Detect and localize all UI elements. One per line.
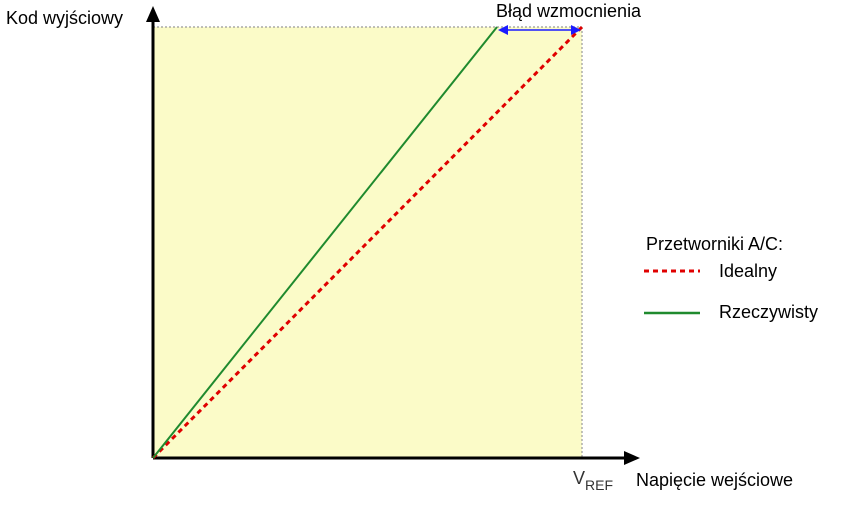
vref-main: V xyxy=(573,468,586,488)
legend-title: Przetworniki A/C: xyxy=(646,234,784,254)
x-axis-label: Napięcie wejściowe xyxy=(636,470,794,490)
vref-label: VREF xyxy=(573,468,613,493)
y-axis-label: Kod wyjściowy xyxy=(6,8,124,28)
vref-subscript: REF xyxy=(585,477,614,493)
y-axis-arrow-icon xyxy=(146,6,160,22)
legend-item-ideal: Idealny xyxy=(719,261,778,281)
real-transfer-line xyxy=(152,26,498,459)
ideal-transfer-line xyxy=(151,25,584,460)
gain-error-label: Błąd wzmocnienia xyxy=(496,1,642,21)
legend-item-real: Rzeczywisty xyxy=(719,302,819,322)
x-axis-arrow-icon xyxy=(624,451,640,465)
